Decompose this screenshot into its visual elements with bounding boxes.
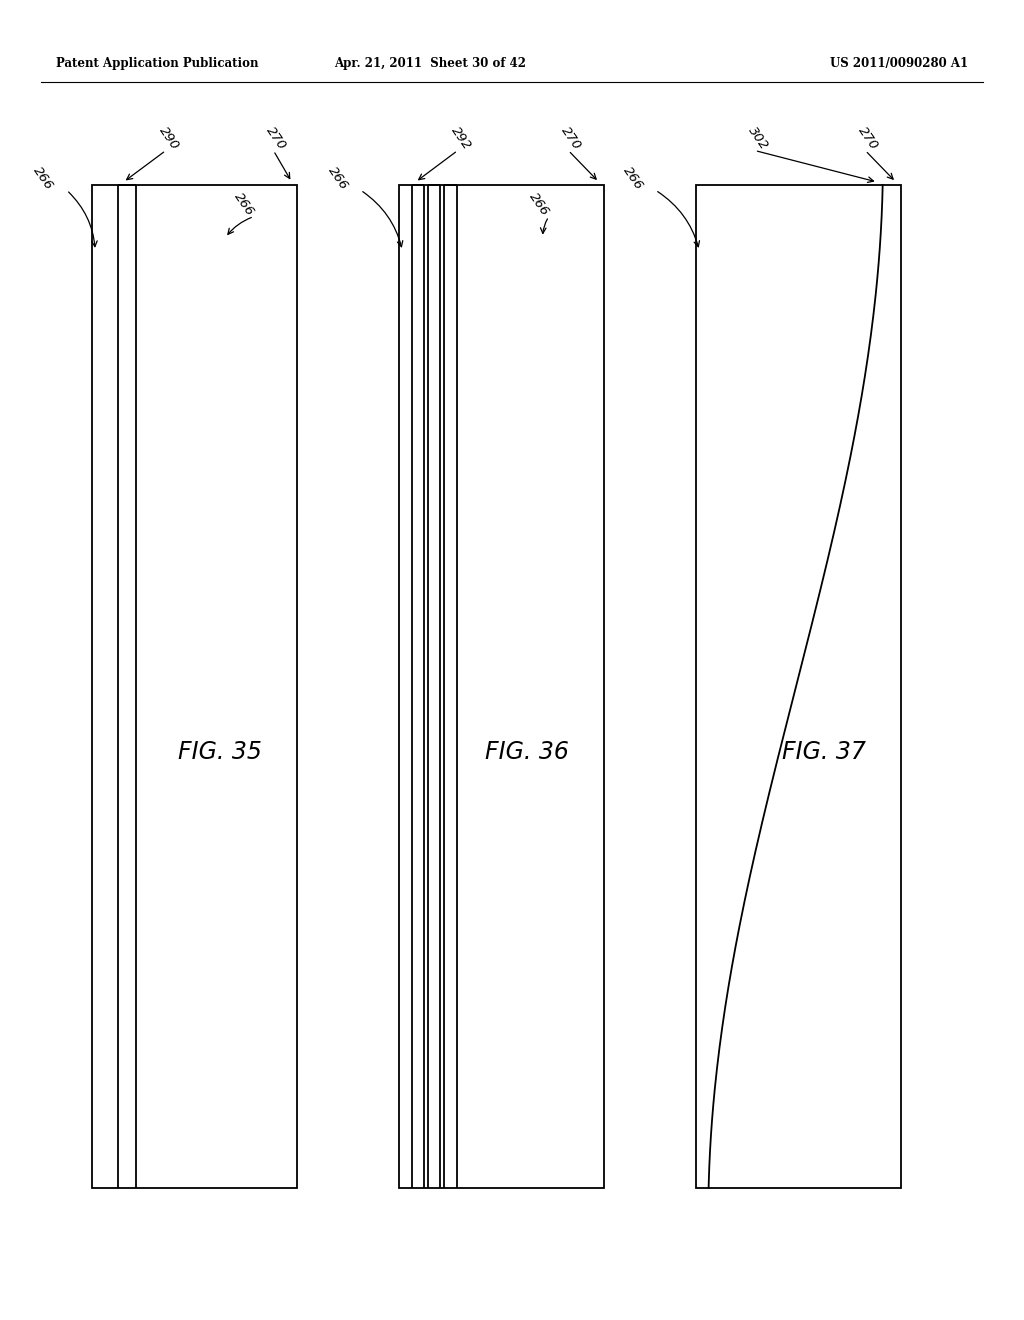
Text: 266: 266 xyxy=(231,190,256,219)
Text: 266: 266 xyxy=(326,164,350,193)
Text: 270: 270 xyxy=(559,124,584,153)
Text: FIG. 37: FIG. 37 xyxy=(782,741,866,764)
Text: Patent Application Publication: Patent Application Publication xyxy=(56,57,259,70)
Text: 270: 270 xyxy=(856,124,881,153)
Text: 266: 266 xyxy=(526,190,551,219)
Text: Apr. 21, 2011  Sheet 30 of 42: Apr. 21, 2011 Sheet 30 of 42 xyxy=(334,57,526,70)
Text: 302: 302 xyxy=(745,124,770,153)
Text: 270: 270 xyxy=(264,124,289,153)
Text: 290: 290 xyxy=(157,124,181,153)
Text: 266: 266 xyxy=(31,164,55,193)
Text: FIG. 36: FIG. 36 xyxy=(485,741,569,764)
Text: 292: 292 xyxy=(449,124,473,153)
Text: US 2011/0090280 A1: US 2011/0090280 A1 xyxy=(829,57,968,70)
Bar xyxy=(92,185,297,1188)
Text: 266: 266 xyxy=(621,164,645,193)
Text: FIG. 35: FIG. 35 xyxy=(178,741,262,764)
Bar xyxy=(696,185,901,1188)
Bar xyxy=(399,185,604,1188)
